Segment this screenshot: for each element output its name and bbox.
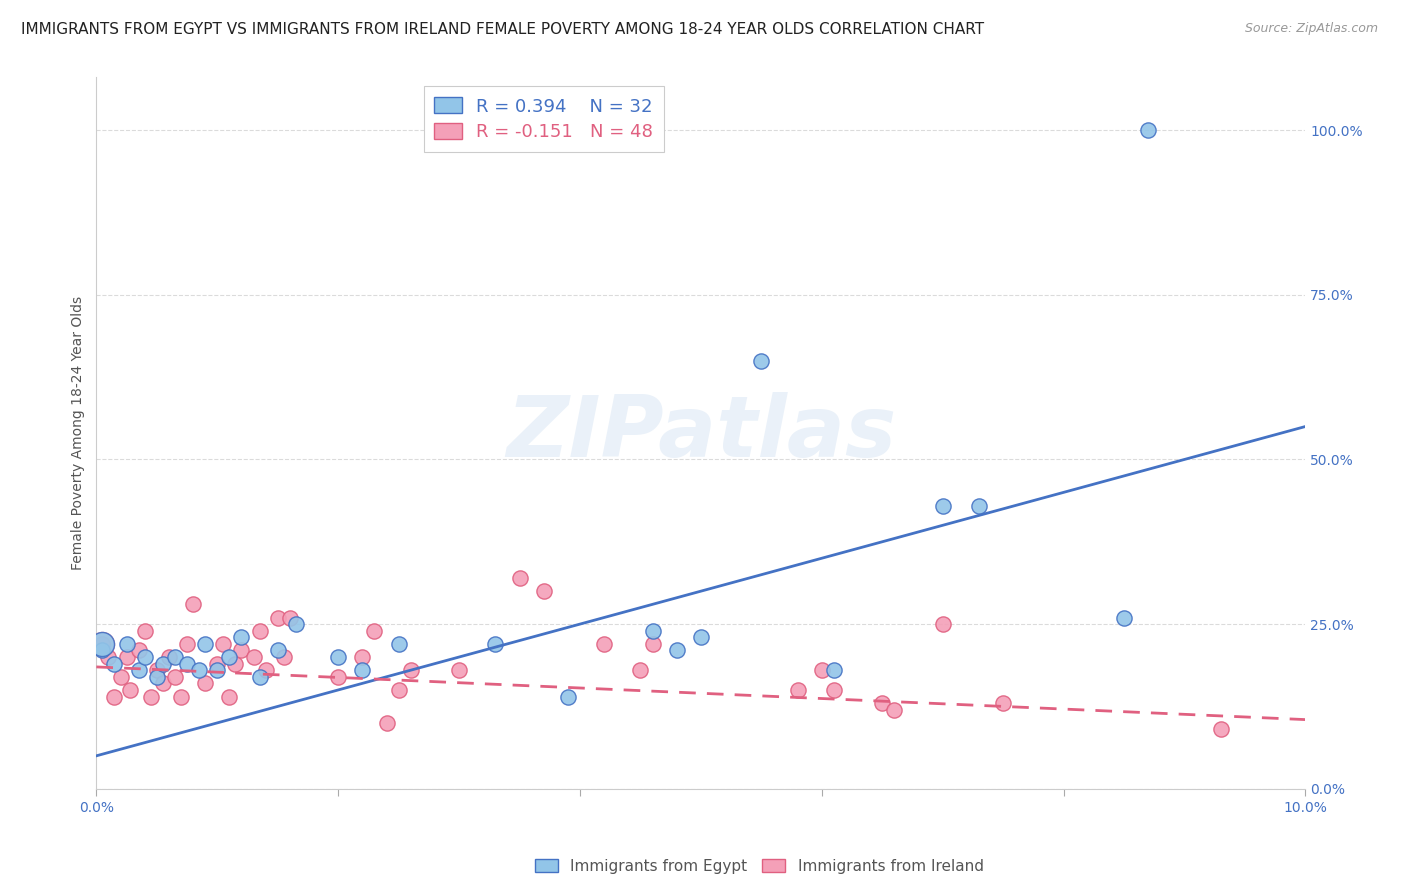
Point [152,657,174,671]
Point [883,703,905,717]
Text: Source: ZipAtlas.com: Source: ZipAtlas.com [1244,22,1378,36]
Point [134,650,156,665]
Point [115,637,138,651]
Point [628,663,651,677]
Point [749,353,772,368]
Point [786,682,808,697]
Point [231,630,253,644]
Point [218,650,240,665]
Legend: R = 0.394    N = 32, R = -0.151   N = 48: R = 0.394 N = 32, R = -0.151 N = 48 [423,87,664,152]
Point [460,123,482,137]
Point [218,690,240,704]
Point [284,617,307,632]
Point [1209,723,1232,737]
Point [207,657,229,671]
Point [115,650,138,665]
Point [152,676,174,690]
Point [212,637,235,651]
Point [128,663,150,677]
Point [163,670,186,684]
Point [170,690,193,704]
Point [176,657,198,671]
Point [224,657,246,671]
Point [375,715,398,730]
Point [967,499,990,513]
Text: IMMIGRANTS FROM EGYPT VS IMMIGRANTS FROM IRELAND FEMALE POVERTY AMONG 18-24 YEAR: IMMIGRANTS FROM EGYPT VS IMMIGRANTS FROM… [21,22,984,37]
Point [352,650,374,665]
Point [557,690,579,704]
Point [157,650,180,665]
Point [533,584,555,599]
Point [823,682,845,697]
Point [352,663,374,677]
Point [249,624,271,638]
Point [207,663,229,677]
Text: ZIPatlas: ZIPatlas [506,392,896,475]
Point [103,690,125,704]
Point [399,663,422,677]
Point [593,637,616,651]
Point [163,650,186,665]
Point [278,610,301,624]
Point [146,670,169,684]
Point [176,637,198,651]
Point [134,624,156,638]
Point [242,650,264,665]
Point [97,650,120,665]
Point [508,571,530,585]
Point [484,637,506,651]
Legend: Immigrants from Egypt, Immigrants from Ireland: Immigrants from Egypt, Immigrants from I… [529,853,990,880]
Point [120,682,142,697]
Point [267,643,290,657]
Point [146,663,169,677]
Point [194,676,217,690]
Point [388,682,411,697]
Point [870,696,893,710]
Point [641,624,664,638]
Point [449,663,471,677]
Point [139,690,162,704]
Point [231,643,253,657]
Point [991,696,1014,710]
Point [823,663,845,677]
Y-axis label: Female Poverty Among 18-24 Year Olds: Female Poverty Among 18-24 Year Olds [72,296,86,570]
Point [181,598,204,612]
Point [267,610,290,624]
Point [388,637,411,651]
Point [931,499,953,513]
Point [665,643,688,657]
Point [91,637,114,651]
Point [128,643,150,657]
Point [110,670,132,684]
Point [810,663,832,677]
Point [91,637,114,651]
Point [194,637,217,651]
Point [273,650,295,665]
Point [188,663,211,677]
Point [1137,123,1160,137]
Point [641,637,664,651]
Point [328,650,350,665]
Point [328,670,350,684]
Point [249,670,271,684]
Point [254,663,277,677]
Point [1112,610,1135,624]
Point [91,637,114,651]
Point [91,643,114,657]
Point [103,657,125,671]
Point [931,617,953,632]
Point [689,630,711,644]
Point [363,624,385,638]
